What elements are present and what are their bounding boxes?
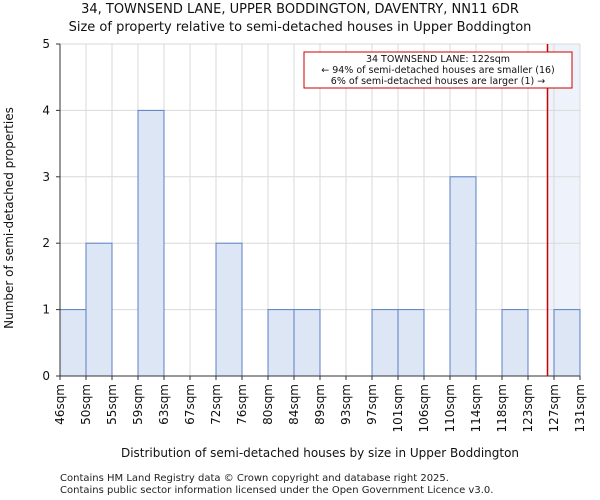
x-tick-label: 127sqm: [547, 384, 561, 432]
bar-50sqm: [85, 242, 113, 377]
x-tick-label: 131sqm: [573, 384, 587, 432]
annotation-line-1: 34 TOWNSEND LANE: 122sqm: [366, 54, 510, 65]
x-tick-label: 93sqm: [339, 384, 353, 425]
y-tick-label: 5: [42, 37, 50, 51]
x-tick-label: 67sqm: [183, 384, 197, 425]
x-axis-label: Distribution of semi-detached houses by …: [121, 446, 519, 460]
y-tick-label: 4: [42, 103, 50, 117]
bar-127sqm: [553, 309, 581, 377]
x-tick-label: 55sqm: [105, 384, 119, 425]
bar-118sqm: [501, 309, 529, 377]
annotation-line-3: 6% of semi-detached houses are larger (1…: [331, 76, 545, 87]
chart-title: Size of property relative to semi-detach…: [68, 20, 532, 35]
footer-copyright: Contains HM Land Registry data © Crown c…: [60, 473, 449, 484]
x-tick-label: 114sqm: [469, 384, 483, 432]
bar-72sqm: [215, 242, 243, 377]
chart-title-address: 34, TOWNSEND LANE, UPPER BODDINGTON, DAV…: [81, 2, 519, 17]
bar-101sqm: [397, 309, 425, 377]
histogram-chart: 0 1 2 3 4 5 46sqm 50sqm 55sqm 59sqm 63sqm 67sqm 72s…: [2, 37, 587, 460]
x-tick-label: 72sqm: [209, 384, 223, 425]
footer-licence: Contains public sector information licen…: [60, 485, 494, 496]
y-tick-label: 2: [42, 236, 50, 250]
x-tick-label: 97sqm: [365, 384, 379, 425]
y-tick-label: 1: [42, 303, 50, 317]
bar-80sqm: [267, 309, 295, 377]
x-tick-label: 63sqm: [157, 384, 171, 425]
x-tick-label: 50sqm: [79, 384, 93, 425]
y-tick-label: 3: [42, 170, 50, 184]
annotation-box: [303, 51, 573, 89]
bar-97sqm: [371, 309, 399, 377]
bar-59sqm: [137, 109, 165, 377]
annotation-line-2: ← 94% of semi-detached houses are smalle…: [321, 65, 555, 76]
bar-110sqm: [449, 176, 477, 377]
x-tick-label: 46sqm: [53, 384, 67, 425]
x-tick-label: 118sqm: [495, 384, 509, 432]
x-tick-label: 101sqm: [391, 384, 405, 432]
x-tick-label: 59sqm: [131, 384, 145, 425]
x-tick-label: 123sqm: [521, 384, 535, 432]
x-tick-label: 106sqm: [417, 384, 431, 432]
x-tick-label: 80sqm: [261, 384, 275, 425]
bar-84sqm: [293, 309, 321, 377]
bar-46sqm: [59, 309, 87, 377]
x-tick-label: 76sqm: [235, 384, 249, 425]
y-tick-label: 0: [42, 369, 50, 383]
y-axis-label: Number of semi-detached properties: [2, 107, 16, 329]
x-tick-label: 110sqm: [443, 384, 457, 432]
x-tick-label: 84sqm: [287, 384, 301, 425]
x-tick-label: 89sqm: [313, 384, 327, 425]
